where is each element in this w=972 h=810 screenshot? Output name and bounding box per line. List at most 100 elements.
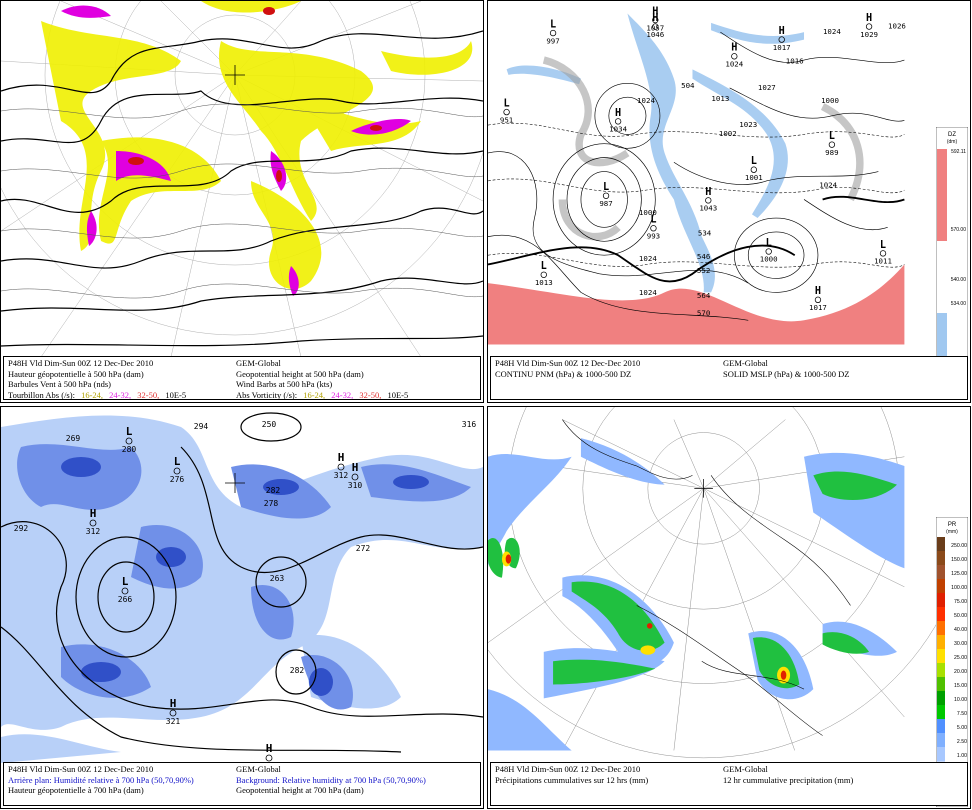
pressure-center: 1000 xyxy=(639,208,657,217)
center-type: H xyxy=(652,13,658,24)
caption-fr-line3: Hauteur géopotentielle à 700 hPa (dam) xyxy=(8,785,144,795)
center-value: 1034 xyxy=(609,125,627,134)
center-value: 951 xyxy=(500,115,513,124)
pr-swatch xyxy=(937,593,945,607)
center-type: H xyxy=(170,697,177,710)
pr-swatch xyxy=(937,537,945,551)
center-type: H xyxy=(615,108,621,119)
center-marker xyxy=(602,192,610,199)
vort-units-en: 10E-5 xyxy=(387,389,409,400)
pressure-center: H xyxy=(265,742,273,762)
pr-tick-label: 10.00 xyxy=(954,697,967,703)
center-marker xyxy=(652,16,659,24)
pressure-center: L 989 xyxy=(825,131,838,157)
pr-swatch xyxy=(937,677,945,691)
center-value: 1017 xyxy=(773,43,791,52)
pressure-center: 282 xyxy=(266,486,281,495)
pressure-center: 1016 xyxy=(786,57,804,66)
pressure-center: H 312 xyxy=(334,451,349,480)
dz-title: DZ xyxy=(948,132,956,138)
center-type: H xyxy=(652,6,658,17)
vort-range-3: 32-50, xyxy=(137,389,160,400)
model-label: GEM-Global xyxy=(723,358,768,368)
pressure-center: L 276 xyxy=(170,455,185,484)
pressure-center: 263 xyxy=(270,574,285,583)
center-value: 1023 xyxy=(739,120,757,129)
center-type: L xyxy=(603,182,609,193)
pressure-center: H 1046 xyxy=(646,13,664,39)
center-value: 989 xyxy=(825,148,838,157)
vorticity-caption: P48H Vld Dim-Sun 00Z 12 Dec-Dec 2010 Hau… xyxy=(3,356,481,400)
pr-swatch xyxy=(937,607,945,621)
pressure-center: 1027 xyxy=(758,83,776,92)
center-value: 1017 xyxy=(809,303,827,312)
pressure-center: 552 xyxy=(697,266,710,275)
pressure-center: L 280 xyxy=(122,425,137,454)
pr-swatch xyxy=(937,705,945,719)
center-value: 534 xyxy=(698,229,712,238)
center-value: 1000 xyxy=(760,255,778,264)
center-marker xyxy=(731,53,738,60)
center-type: H xyxy=(731,43,737,54)
center-value: 1024 xyxy=(639,254,657,263)
center-value: 504 xyxy=(681,81,695,90)
center-value: 1000 xyxy=(639,208,657,217)
center-value: 1000 xyxy=(821,96,839,105)
pr-tick-label: 30.00 xyxy=(954,641,967,647)
center-marker xyxy=(89,519,97,527)
pr-tick-label: 5.00 xyxy=(957,725,967,731)
pressure-center: H 1017 xyxy=(773,26,791,52)
pressure-center: L 997 xyxy=(546,19,559,45)
thickness-dashed-lines xyxy=(488,122,905,268)
center-marker xyxy=(173,467,181,475)
vort-range-1: 16-24, xyxy=(81,389,104,400)
center-marker xyxy=(614,118,622,125)
pr-tick-label: 50.00 xyxy=(954,613,967,619)
pr-tick-label: 1.00 xyxy=(957,753,967,759)
mslp-caption: P48H Vld Dim-Sun 00Z 12 Dec-Dec 2010 CON… xyxy=(490,356,968,400)
center-value: 552 xyxy=(697,266,710,275)
center-value: 250 xyxy=(262,420,277,429)
run-label: P48H Vld Dim-Sun 00Z 12 Dec-Dec 2010 xyxy=(8,358,154,368)
center-value: 997 xyxy=(546,36,559,45)
center-type: L xyxy=(766,238,772,249)
center-value: 564 xyxy=(697,291,711,300)
center-type: H xyxy=(705,187,711,198)
center-type: L xyxy=(829,131,835,142)
pressure-center: 1026 xyxy=(888,21,906,30)
center-type: H xyxy=(338,451,345,464)
pressure-center: 546 xyxy=(697,252,710,261)
mslp-panel: L 997 H 1046 H 1057 H 1029 1026 1024 H 1017 H 1024 101… xyxy=(487,0,971,403)
pressure-center: 272 xyxy=(356,544,371,553)
pressure-center: H 1043 xyxy=(699,187,717,213)
center-type: L xyxy=(504,99,510,110)
precip-panel: PR (mm) 250.00 150.00 125.00 100.00 75.00 50.… xyxy=(487,406,971,809)
center-type: L xyxy=(122,575,129,588)
center-value: 269 xyxy=(66,434,81,443)
center-value: 987 xyxy=(599,199,612,208)
center-value: 1002 xyxy=(719,129,737,138)
vort-range-2: 24-32, xyxy=(109,389,132,400)
caption-fr-line3: Barbules Vent à 500 hPa (nds) xyxy=(8,379,112,389)
center-marker xyxy=(125,437,133,445)
center-value: 1027 xyxy=(758,83,776,92)
center-value: 1029 xyxy=(860,30,878,39)
north-pole-marker xyxy=(225,473,245,493)
pressure-center: 1000 xyxy=(821,96,839,105)
model-label: GEM-Global xyxy=(236,358,281,368)
pr-title: PR xyxy=(948,522,957,528)
center-marker xyxy=(814,296,822,303)
pressure-center: 1024 xyxy=(639,288,657,297)
pr-tick-label: 250.00 xyxy=(951,543,967,549)
precip-map xyxy=(488,407,936,759)
pressure-center: L 1001 xyxy=(745,156,763,182)
pressure-center: H 1034 xyxy=(609,108,627,134)
center-type: H xyxy=(866,13,872,24)
center-type: H xyxy=(815,286,821,297)
pressure-center: H 310 xyxy=(348,461,363,490)
vort-range-en-2: 24-32, xyxy=(331,389,354,400)
pressure-center: 294 xyxy=(194,422,209,431)
center-marker xyxy=(650,225,657,232)
pr-tick-label: 2.50 xyxy=(957,739,967,745)
